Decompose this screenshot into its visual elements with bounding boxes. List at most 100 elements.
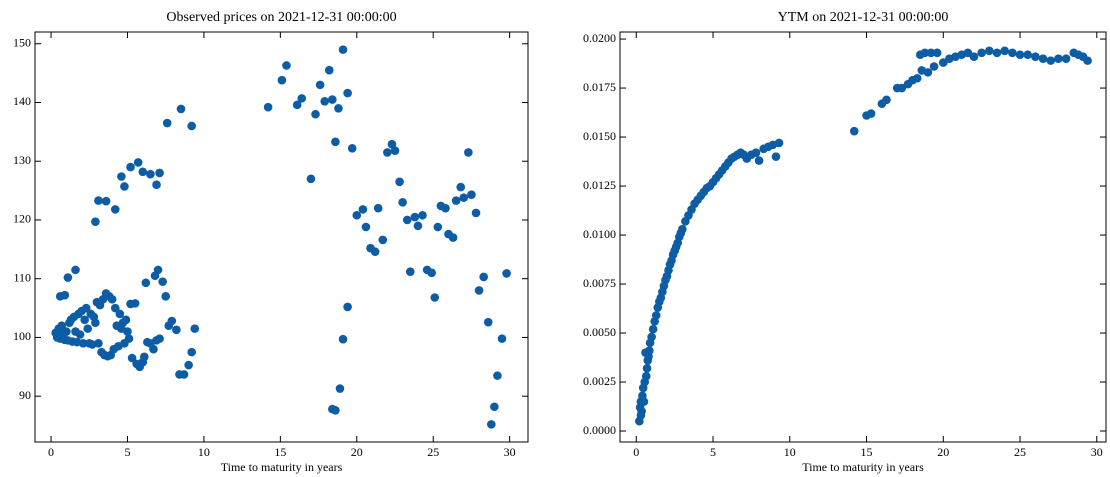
point xyxy=(405,267,415,276)
point xyxy=(152,180,161,190)
point xyxy=(297,94,307,103)
point xyxy=(83,324,93,333)
y-tick-label: 0.0075 xyxy=(583,276,616,290)
point xyxy=(1083,56,1092,65)
point xyxy=(78,339,88,348)
point xyxy=(328,95,337,104)
point xyxy=(62,327,71,336)
x-axis-label: Time to maturity in years xyxy=(221,460,343,474)
point xyxy=(338,45,348,54)
point xyxy=(418,210,427,220)
point xyxy=(57,321,67,330)
point xyxy=(320,97,329,106)
point xyxy=(464,148,473,157)
point xyxy=(130,299,140,308)
x-tick-label: 25 xyxy=(1014,445,1026,459)
point xyxy=(751,148,761,158)
point xyxy=(963,48,973,58)
x-tick-label: 30 xyxy=(504,445,516,459)
point xyxy=(176,104,186,114)
point xyxy=(1015,50,1025,60)
point xyxy=(637,407,646,416)
point xyxy=(648,324,658,334)
axes-frame xyxy=(619,31,1107,443)
point xyxy=(115,309,125,319)
point xyxy=(81,303,91,313)
point xyxy=(138,167,148,177)
point xyxy=(645,346,654,355)
y-tick-label: 0.0050 xyxy=(583,325,616,339)
point xyxy=(338,334,348,344)
point xyxy=(642,364,652,373)
point xyxy=(497,334,507,343)
x-tick-label: 5 xyxy=(124,445,130,459)
point xyxy=(184,360,193,370)
x-axis-label: Time to maturity in years xyxy=(802,460,924,474)
x-tick-label: 20 xyxy=(937,445,949,459)
point xyxy=(920,48,930,58)
point xyxy=(398,198,407,207)
point xyxy=(124,334,134,343)
point xyxy=(639,397,649,406)
point xyxy=(448,233,458,242)
point xyxy=(331,137,340,147)
y-tick-label: 0.0150 xyxy=(583,129,616,143)
y-tick-label: 0.0175 xyxy=(583,80,616,94)
point xyxy=(334,104,343,113)
point xyxy=(358,205,368,214)
point xyxy=(343,88,352,98)
point xyxy=(471,208,481,218)
point xyxy=(641,371,651,381)
point xyxy=(277,75,287,85)
x-tick-label: 25 xyxy=(427,445,439,459)
point xyxy=(94,196,103,205)
point xyxy=(155,168,164,178)
point xyxy=(923,68,933,77)
point xyxy=(992,48,1002,58)
point xyxy=(929,62,939,71)
point xyxy=(474,286,484,295)
y-tick-label: 100 xyxy=(13,329,31,343)
point xyxy=(383,148,392,157)
point xyxy=(306,174,316,184)
point xyxy=(1000,46,1009,56)
point xyxy=(1031,52,1040,61)
point xyxy=(647,332,656,342)
point xyxy=(1008,48,1017,58)
point xyxy=(1054,54,1063,63)
y-tick-label: 0.0025 xyxy=(583,374,616,388)
point xyxy=(433,222,443,232)
point xyxy=(849,126,859,136)
point xyxy=(153,265,163,275)
point xyxy=(969,52,979,61)
x-tick-label: 20 xyxy=(351,445,363,459)
point xyxy=(75,330,85,339)
point xyxy=(161,292,171,301)
y-tick-label: 0.0125 xyxy=(583,178,616,192)
point xyxy=(140,352,149,362)
point xyxy=(897,83,907,93)
point xyxy=(149,344,158,354)
point xyxy=(1061,54,1071,63)
point xyxy=(390,146,400,155)
point xyxy=(324,65,334,75)
point xyxy=(121,315,131,325)
point xyxy=(467,190,476,200)
y-tick-label: 0.0200 xyxy=(583,31,616,45)
y-tick-label: 140 xyxy=(13,94,31,108)
point xyxy=(451,196,461,205)
x-tick-label: 10 xyxy=(784,445,796,459)
point xyxy=(167,316,177,326)
y-tick-label: 150 xyxy=(13,35,31,49)
point xyxy=(926,48,936,58)
point xyxy=(94,339,103,348)
point xyxy=(487,420,496,429)
point xyxy=(395,177,404,187)
x-tick-label: 15 xyxy=(861,445,873,459)
point xyxy=(938,58,948,67)
point xyxy=(985,46,994,56)
point xyxy=(347,144,357,153)
y-tick-label: 0.0100 xyxy=(583,227,616,241)
point xyxy=(378,235,388,245)
point xyxy=(490,402,499,412)
